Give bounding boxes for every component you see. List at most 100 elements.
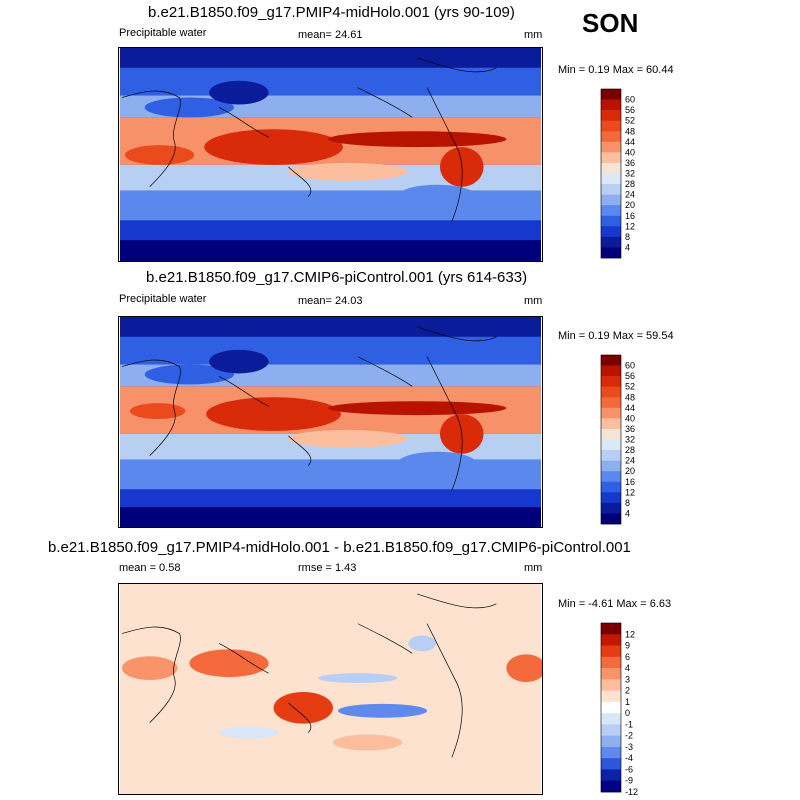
midlat-band-south bbox=[120, 459, 541, 490]
panel2-title: b.e21.B1850.f09_g17.CMIP6-piControl.001 … bbox=[146, 269, 528, 286]
colorbar-tick-label: 8 bbox=[625, 498, 630, 508]
colorbar-tick-label: -3 bbox=[625, 742, 633, 752]
colorbar-swatch bbox=[601, 407, 621, 419]
spcz bbox=[288, 429, 408, 448]
colorbar-border bbox=[600, 354, 622, 525]
panel1-mean: mean= 24.61 bbox=[298, 29, 363, 41]
warm-anomaly-maritime bbox=[189, 649, 269, 678]
colorbar-swatch bbox=[601, 152, 621, 164]
cool-anomaly-pacific bbox=[337, 703, 428, 718]
colorbar-swatch bbox=[601, 623, 621, 635]
panel1-map bbox=[118, 47, 543, 262]
panel3-mean: mean = 0.58 bbox=[119, 562, 181, 574]
warm-anomaly-australia bbox=[273, 691, 333, 724]
colorbar-tick-label: 60 bbox=[625, 361, 635, 371]
colorbar-tick-label: 40 bbox=[625, 147, 635, 157]
colorbar-swatch bbox=[601, 365, 621, 377]
colorbar-swatch bbox=[601, 769, 621, 782]
panel2-minmax: Min = 0.19 Max = 59.54 bbox=[558, 330, 674, 342]
colorbar-tick-label: 16 bbox=[625, 211, 635, 221]
colorbar-tick-label: 4 bbox=[625, 242, 630, 252]
colorbar-swatch bbox=[601, 713, 621, 725]
colorbar-tick-label: 60 bbox=[625, 95, 635, 105]
colorbar-tick-label: 52 bbox=[625, 382, 635, 392]
colorbar-border bbox=[600, 622, 622, 793]
colorbar-tick-label: 20 bbox=[625, 200, 635, 210]
indian-ocean-core bbox=[129, 403, 186, 420]
colorbar-swatch bbox=[601, 513, 621, 525]
panel3-minmax: Min = -4.61 Max = 6.63 bbox=[558, 598, 672, 610]
midlat-band-south bbox=[119, 190, 542, 221]
colorbar-swatch bbox=[601, 173, 621, 185]
coastlines bbox=[121, 326, 497, 491]
colorbar-swatch bbox=[601, 215, 621, 227]
colorbar-swatch bbox=[601, 162, 621, 174]
colorbar-tick-label: 56 bbox=[625, 105, 635, 115]
colorbar-tick-label: 16 bbox=[625, 477, 635, 487]
colorbar-swatch bbox=[601, 418, 621, 430]
colorbar-swatch bbox=[601, 492, 621, 504]
sepac-dry bbox=[397, 184, 477, 209]
colorbar-tick-label: 32 bbox=[625, 435, 635, 445]
cool-anomaly-south bbox=[219, 726, 279, 739]
colorbar-swatch bbox=[601, 724, 621, 736]
colorbar-swatch bbox=[601, 110, 621, 121]
colorbar-swatch bbox=[601, 460, 621, 472]
colorbar-swatch bbox=[601, 194, 621, 206]
panel2-variable: Precipitable water bbox=[119, 293, 207, 305]
sahara-dry bbox=[144, 97, 234, 118]
antarctic-band bbox=[120, 507, 541, 527]
panel1-units: mm bbox=[524, 29, 543, 41]
warm-anomaly-indian bbox=[121, 656, 178, 681]
panel3-rmse: rmse = 1.43 bbox=[298, 562, 357, 574]
colorbar-tick-label: 32 bbox=[625, 169, 635, 179]
map-background bbox=[120, 584, 541, 794]
midlat-band-north bbox=[119, 67, 542, 96]
colorbar-tick-label: 52 bbox=[625, 116, 635, 126]
colorbar-swatch bbox=[601, 397, 621, 409]
colorbar-swatch bbox=[601, 746, 621, 759]
colorbar-swatch bbox=[601, 120, 621, 132]
warm-anomaly-southern bbox=[332, 734, 403, 751]
colorbar-swatch bbox=[601, 679, 621, 691]
colorbar-tick-label: 6 bbox=[625, 652, 630, 662]
colorbar-tick-label: 44 bbox=[625, 137, 635, 147]
polar-band-north bbox=[119, 48, 542, 68]
colorbar-swatch bbox=[601, 141, 621, 153]
colorbar-swatch bbox=[601, 131, 621, 143]
panel3-title: b.e21.B1850.f09_g17.PMIP4-midHolo.001 - … bbox=[48, 539, 631, 556]
colorbar-swatch bbox=[601, 645, 621, 658]
colorbar-tick-label: -6 bbox=[625, 764, 633, 774]
coastlines bbox=[121, 57, 497, 222]
colorbar-swatch bbox=[601, 656, 621, 669]
colorbar-tick-label: 48 bbox=[625, 392, 635, 402]
tibet-dry bbox=[209, 349, 269, 374]
colorbar-swatch bbox=[601, 758, 621, 770]
colorbar-swatch bbox=[601, 355, 621, 366]
colorbar-tick-label: 8 bbox=[625, 232, 630, 242]
colorbar-swatch bbox=[601, 428, 621, 440]
colorbar-tick-label: 24 bbox=[625, 190, 635, 200]
sahara-dry bbox=[144, 364, 234, 385]
colorbar-tick-label: 4 bbox=[625, 508, 630, 518]
colorbar-tick-label: 24 bbox=[625, 456, 635, 466]
colorbar-tick-label: 1 bbox=[625, 697, 630, 707]
colorbar-swatch bbox=[601, 89, 621, 100]
panel3-map bbox=[118, 583, 543, 795]
warm-anomaly-atlantic bbox=[506, 654, 542, 683]
colorbar-tick-label: 36 bbox=[625, 158, 635, 168]
tibet-dry bbox=[209, 80, 269, 105]
colorbar-swatch bbox=[601, 471, 621, 483]
colorbar-tick-label: 3 bbox=[625, 674, 630, 684]
panel2-units: mm bbox=[524, 295, 543, 307]
panel2-map bbox=[118, 316, 543, 528]
coastlines bbox=[121, 593, 497, 758]
cool-anomaly-equator bbox=[318, 673, 398, 684]
colorbar-tick-label: -12 bbox=[625, 787, 638, 797]
colorbar-swatch bbox=[601, 236, 621, 248]
panel2-mean: mean= 24.03 bbox=[298, 295, 363, 307]
colorbar-tick-label: 28 bbox=[625, 445, 635, 455]
